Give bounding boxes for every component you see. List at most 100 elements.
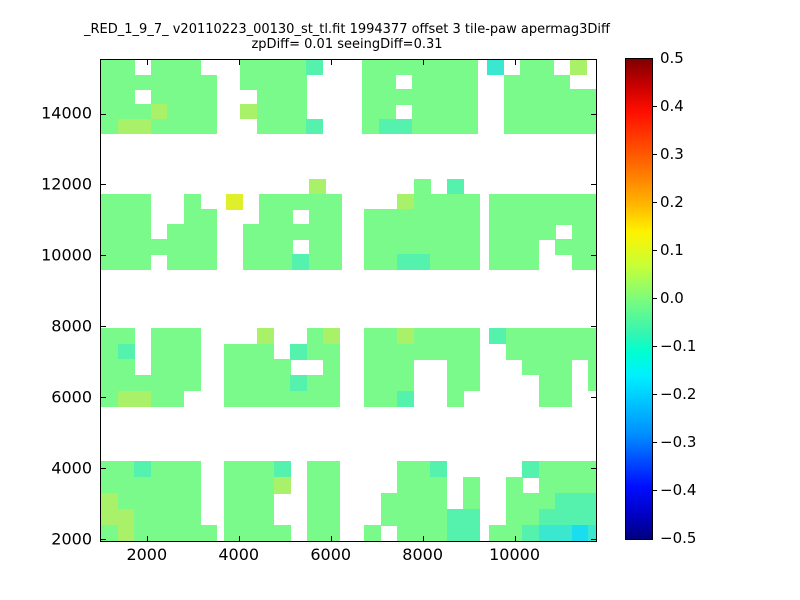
heatmap-cell <box>503 118 521 135</box>
heatmap-cell <box>101 224 118 240</box>
heatmap-cell <box>183 224 201 240</box>
heatmap-cell <box>522 525 539 541</box>
heatmap-cell <box>411 60 429 76</box>
heatmap-cell <box>101 209 118 225</box>
heatmap-cell <box>224 374 241 391</box>
heatmap-cell <box>224 461 241 478</box>
heatmap-cell <box>101 118 118 135</box>
heatmap-cell <box>505 493 523 510</box>
heatmap-cell <box>167 118 184 135</box>
heatmap-cell <box>522 461 539 478</box>
heatmap-cell <box>325 209 342 225</box>
heatmap-cell <box>397 328 414 345</box>
heatmap-cell <box>273 477 291 494</box>
y-tick-label: 12000 <box>41 174 92 194</box>
heatmap-cell <box>275 209 293 225</box>
heatmap-cell <box>553 89 570 105</box>
heatmap-cell <box>308 254 326 270</box>
heatmap-cell <box>411 89 429 105</box>
colorbar-tick-mark <box>653 489 657 491</box>
heatmap-cell <box>463 525 480 541</box>
heatmap-cell <box>134 390 151 407</box>
heatmap-cell <box>117 118 135 135</box>
heatmap-cell <box>505 254 523 270</box>
heatmap-cell <box>256 118 274 135</box>
heatmap-cell <box>397 374 414 391</box>
heatmap-cell <box>259 239 276 255</box>
heatmap-cell <box>569 104 587 120</box>
heatmap-cell <box>167 239 184 255</box>
heatmap-cell <box>505 328 523 345</box>
heatmap-cell <box>487 60 504 76</box>
heatmap-cell <box>183 89 201 105</box>
heatmap-cell <box>308 209 326 225</box>
heatmap-cell <box>461 89 479 105</box>
heatmap-cell <box>380 390 398 407</box>
x-tick-label: 8000 <box>402 545 443 564</box>
heatmap-plot-area <box>100 59 597 542</box>
heatmap-cell <box>101 74 118 90</box>
colorbar-tick-label: −0.2 <box>660 385 697 403</box>
heatmap-cell <box>240 525 258 541</box>
heatmap-cell <box>134 477 151 494</box>
heatmap-cell <box>323 359 340 376</box>
heatmap-cell <box>150 60 168 76</box>
heatmap-cell <box>522 328 539 345</box>
heatmap-cell <box>117 74 135 90</box>
heatmap-cell <box>588 224 596 240</box>
heatmap-cell <box>588 239 596 255</box>
heatmap-cell <box>273 374 291 391</box>
heatmap-cell <box>259 194 276 210</box>
colorbar-tick-mark <box>653 105 657 107</box>
heatmap-cell <box>397 509 414 526</box>
heatmap-cell <box>101 359 118 376</box>
heatmap-cell <box>150 74 168 90</box>
heatmap-cell <box>588 194 596 210</box>
heatmap-cell <box>380 359 398 376</box>
heatmap-cell <box>555 525 572 541</box>
heatmap-cell <box>150 493 168 510</box>
colorbar-tick-label: 0.0 <box>660 289 684 307</box>
heatmap-cell <box>117 525 135 541</box>
heatmap-cell <box>150 239 168 255</box>
heatmap-cell <box>167 89 184 105</box>
heatmap-cell <box>538 343 556 360</box>
heatmap-cell <box>183 194 201 210</box>
heatmap-cell <box>378 60 396 76</box>
heatmap-cell <box>588 343 596 360</box>
heatmap-cell <box>522 254 539 270</box>
heatmap-cell <box>364 390 381 407</box>
x-tick-mark <box>147 60 149 65</box>
heatmap-cell <box>167 74 184 90</box>
heatmap-cell <box>273 118 290 135</box>
heatmap-cell <box>224 477 241 494</box>
heatmap-cell <box>588 509 596 526</box>
heatmap-cell <box>571 239 589 255</box>
heatmap-cell <box>117 493 135 510</box>
heatmap-cell <box>446 359 464 376</box>
heatmap-cell <box>150 104 168 120</box>
heatmap-cell <box>411 74 429 90</box>
heatmap-cell <box>150 477 168 494</box>
heatmap-cell <box>290 374 307 391</box>
heatmap-cell <box>571 461 589 478</box>
heatmap-cell <box>397 254 415 270</box>
heatmap-cell <box>273 359 291 376</box>
heatmap-cell <box>522 194 539 210</box>
heatmap-cell <box>134 254 151 270</box>
heatmap-cell <box>323 374 340 391</box>
heatmap-cell <box>273 60 290 76</box>
heatmap-cell <box>588 525 596 541</box>
heatmap-cell <box>117 509 135 526</box>
heatmap-cell <box>167 525 184 541</box>
heatmap-cell <box>413 239 431 255</box>
heatmap-cell <box>461 104 479 120</box>
heatmap-cell <box>362 60 379 76</box>
heatmap-cell <box>167 374 184 391</box>
y-tick-mark <box>101 113 106 115</box>
heatmap-cell <box>364 343 381 360</box>
heatmap-cell <box>380 239 398 255</box>
heatmap-cell <box>588 461 596 478</box>
colorbar-tick-label: 0.5 <box>660 49 684 67</box>
x-tick-mark <box>331 60 333 65</box>
